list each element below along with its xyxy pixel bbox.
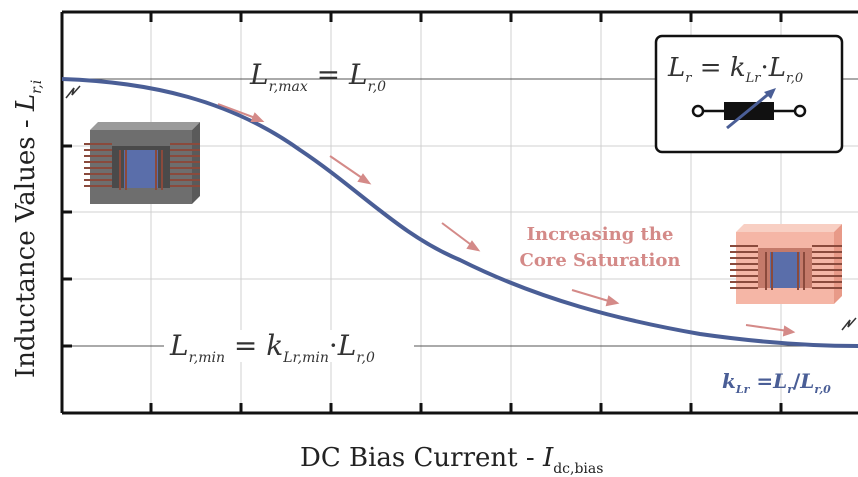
variable-inductor-icon — [691, 88, 807, 130]
break-mark-right — [841, 317, 857, 331]
lmax-label: Lr,max = Lr,0 — [249, 58, 386, 95]
x-axis-label: DC Bias Current - Idc,bias — [300, 443, 603, 477]
saturation-text-line1: Increasing the — [527, 224, 674, 245]
lmin-label-bg — [164, 330, 414, 362]
lmin-label: Lr,min = kLr,min·Lr,0 — [169, 329, 375, 366]
saturation-text-line2: Core Saturation — [520, 250, 681, 271]
axis-ticks — [62, 12, 783, 413]
break-mark-left — [65, 85, 81, 99]
inductance-curve — [61, 77, 858, 348]
legend-equation: Lr = kLr·Lr,0 — [667, 53, 803, 86]
variable-inductor-box: Lr = kLr·Lr,0 — [654, 34, 844, 154]
y-axis-label: Inductance Values - Lr,i — [11, 80, 45, 378]
k-definition-label: kLr =Lr/Lr,0 — [722, 369, 831, 396]
saturated-core-icon — [730, 224, 842, 304]
unsaturated-core-icon — [84, 122, 200, 204]
saturation-arrows — [217, 103, 796, 337]
